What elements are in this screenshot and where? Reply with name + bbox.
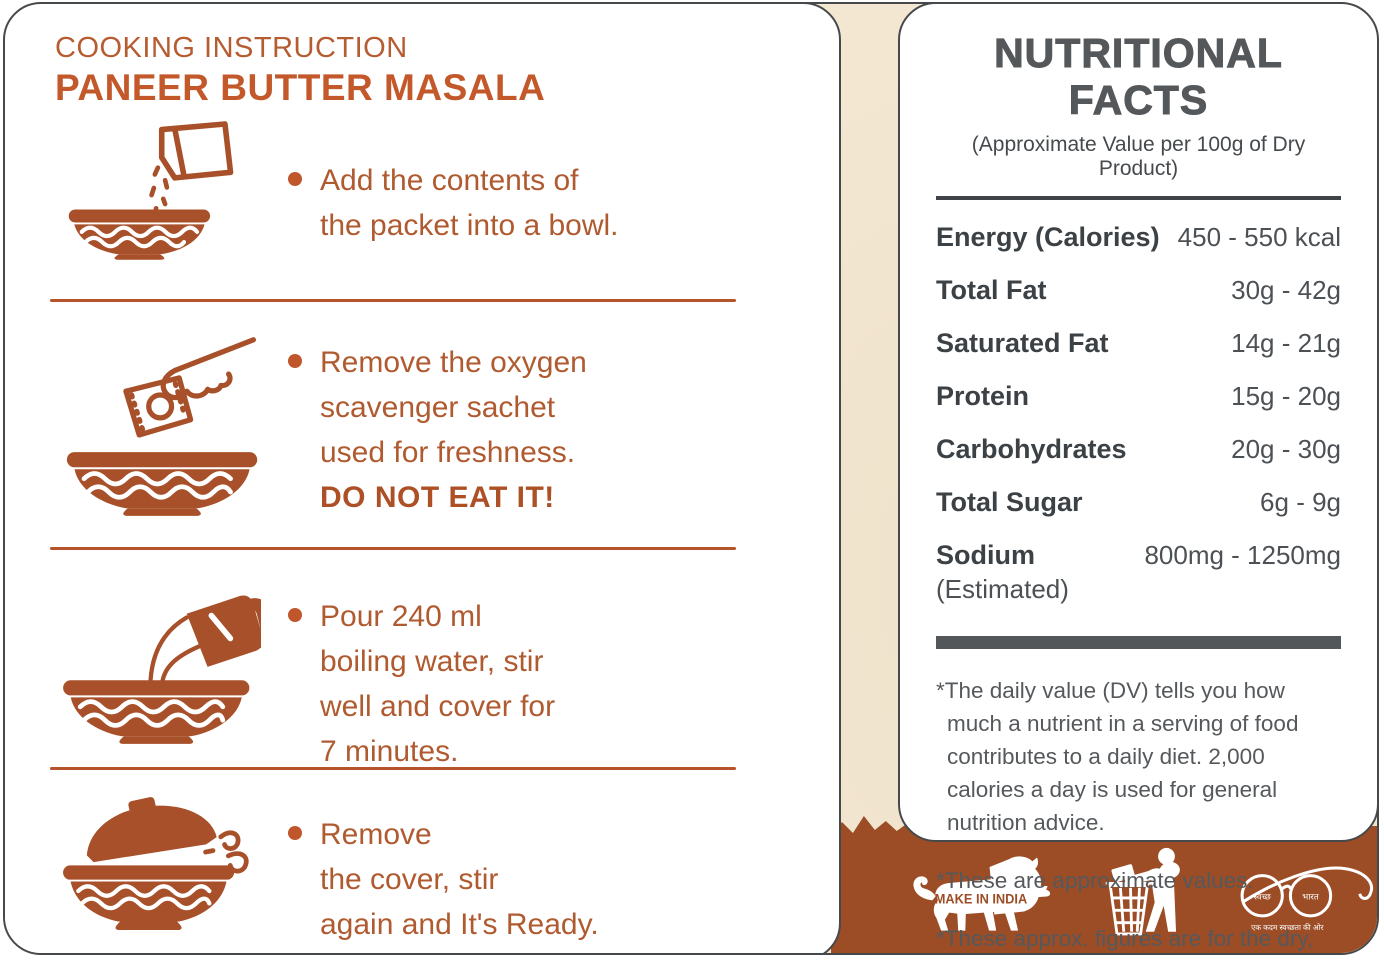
step-line: 7 minutes.: [320, 735, 459, 768]
nutrient-label: Total Fat: [936, 275, 1047, 305]
nutrient-label: Energy (Calories): [936, 222, 1160, 252]
bullet-icon: [288, 354, 302, 369]
cooking-instruction-card: COOKING INSTRUCTION PANEER BUTTER MASALA: [5, 4, 841, 953]
nutrient-value: 6g - 9g: [1260, 487, 1341, 517]
packet-into-bowl-icon: [68, 121, 234, 260]
footnote-freeze-dried: *These approx. figures are for the dry, …: [936, 926, 1314, 951]
nutrient-label: Protein: [936, 381, 1030, 411]
cooking-instruction-kicker: COOKING INSTRUCTION: [55, 32, 408, 64]
step-line: the packet into a bowl.: [320, 209, 619, 242]
bullet-icon: [288, 172, 302, 187]
nutrient-value: 800mg - 1250mg: [1144, 540, 1341, 570]
step-4-text: Remove the cover, stir again and It's Re…: [288, 812, 599, 947]
product-title: PANEER BUTTER MASALA: [55, 67, 546, 108]
do-not-eat-warning: DO NOT EAT IT!: [320, 481, 555, 514]
pour-water-bowl-icon: [63, 595, 261, 744]
nutrient-value: 30g - 42g: [1231, 275, 1341, 305]
bullet-icon: [288, 608, 302, 623]
nutrition-row: Sodium (Estimated) 800mg - 1250mg: [936, 539, 1341, 607]
step-line: again and It's Ready.: [320, 908, 599, 941]
step-line: Add the contents of: [288, 158, 619, 203]
label-canvas: MAKE IN INDIA: [3, 2, 1379, 955]
nutrient-label: Saturated Fat: [936, 328, 1109, 358]
nutrient-label: Sodium (Estimated): [936, 540, 1069, 604]
nutritional-facts-subtitle: (Approximate Value per 100g of Dry Produ…: [971, 133, 1306, 180]
step-line: Remove: [288, 812, 599, 857]
nutrition-row: Total Fat 30g - 42g: [936, 274, 1341, 306]
bullet-icon: [288, 826, 302, 841]
footer-bar: [936, 636, 1341, 649]
footnote-approximate: *These are approximate values.: [936, 868, 1254, 893]
nutrition-row: Energy (Calories) 450 - 550 kcal: [936, 221, 1341, 253]
step-line: boiling water, stir: [320, 645, 544, 678]
nutrition-row: Total Sugar 6g - 9g: [936, 486, 1341, 518]
nutrition-row: Carbohydrates 20g - 30g: [936, 433, 1341, 465]
hand-sachet-bowl-icon: [66, 337, 258, 516]
certification-icons-row: MAKE IN INDIA: [905, 844, 1377, 948]
step-divider: [50, 547, 736, 550]
nutrient-label-sub: (Estimated): [936, 574, 1069, 604]
footnote-daily-value: *The daily value (DV) tells you how much…: [936, 678, 1299, 835]
swachh-bharat-glasses-icon: स्वच्छ भारत एक कदम स्वच्छता की ओर: [1240, 866, 1373, 932]
step-line: Pour 240 ml: [288, 594, 555, 639]
step-2-text: Remove the oxygen scavenger sachet used …: [288, 340, 587, 520]
nutrient-value: 450 - 550 kcal: [1177, 222, 1341, 252]
nutrition-row: Protein 15g - 20g: [936, 380, 1341, 412]
step-line: the cover, stir: [320, 863, 499, 896]
step-line: scavenger sachet: [320, 391, 556, 424]
header-rule: [936, 196, 1341, 200]
step-1-text: Add the contents of the packet into a bo…: [288, 158, 619, 248]
swachh-tagline: एक कदम स्वच्छता की ओर: [1251, 923, 1324, 932]
tidyman-disposal-icon: [1105, 847, 1180, 936]
step-divider: [50, 299, 736, 302]
step-line: Remove the oxygen: [288, 340, 587, 385]
nutrient-value: 15g - 20g: [1231, 381, 1341, 411]
step-divider: [50, 767, 736, 770]
swachh-left-lens-label: स्वच्छ: [1254, 891, 1272, 901]
step-3-text: Pour 240 ml boiling water, stir well and…: [288, 594, 555, 774]
nutrition-row: Saturated Fat 14g - 21g: [936, 327, 1341, 359]
step-line: used for freshness.: [320, 436, 576, 469]
make-in-india-label: MAKE IN INDIA: [935, 891, 1028, 906]
nutrient-value: 14g - 21g: [1231, 328, 1341, 358]
make-in-india-lion-icon: MAKE IN INDIA: [913, 856, 1051, 931]
nutritional-facts-card: NUTRITIONAL FACTS (Approximate Value per…: [898, 4, 1377, 951]
nutrient-label: Carbohydrates: [936, 434, 1127, 464]
swachh-right-lens-label: भारत: [1302, 891, 1319, 901]
steaming-covered-bowl-icon: [63, 797, 249, 930]
nutritional-facts-title: NUTRITIONAL FACTS: [994, 30, 1283, 124]
step-line: well and cover for: [320, 690, 556, 723]
nutrient-label: Total Sugar: [936, 487, 1083, 517]
nutrient-value: 20g - 30g: [1231, 434, 1341, 464]
